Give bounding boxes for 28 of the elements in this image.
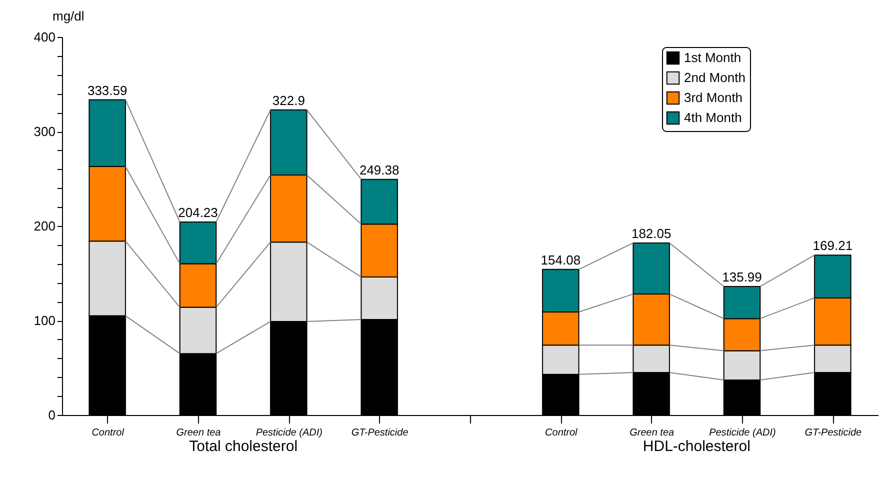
legend-label: 3rd Month — [684, 90, 743, 105]
total-label: 135.99 — [722, 269, 762, 284]
legend-label: 4th Month — [684, 110, 742, 125]
x-tick-label: Pesticide (ADI) — [709, 428, 776, 438]
legend-label: 1st Month — [684, 50, 742, 65]
total-label: 182.05 — [631, 226, 672, 241]
x-tick-label: GT-Pesticide — [351, 428, 409, 438]
x-tick-label: Control — [545, 428, 578, 438]
total-label: 333.59 — [87, 82, 128, 98]
total-label: 249.38 — [359, 162, 400, 178]
y-tick-label: 300 — [34, 124, 56, 139]
y-tick-label: 100 — [34, 313, 56, 328]
text: Total cholesterol — [189, 438, 298, 455]
x-tick-label: Pesticide (ADI) — [256, 428, 323, 438]
y-tick-label: 200 — [34, 218, 56, 234]
total-label: 322.9 — [272, 92, 305, 108]
total-label: 169.21 — [812, 238, 853, 254]
total-label: 204.23 — [178, 205, 218, 220]
total-label: 154.08 — [540, 252, 581, 268]
y-tick-label: 0 — [48, 408, 56, 422]
legend-label: 2nd Month — [684, 70, 746, 85]
x-tick-label: Green tea — [630, 428, 674, 438]
x-tick-label: GT-Pesticide — [804, 428, 862, 438]
text: HDL-cholesterol — [642, 438, 750, 455]
y-tick-label: 400 — [34, 30, 56, 44]
x-tick-label: Green tea — [176, 428, 222, 438]
y-axis-title: mg/dl — [52, 8, 84, 24]
x-tick-label: Control — [92, 428, 125, 438]
